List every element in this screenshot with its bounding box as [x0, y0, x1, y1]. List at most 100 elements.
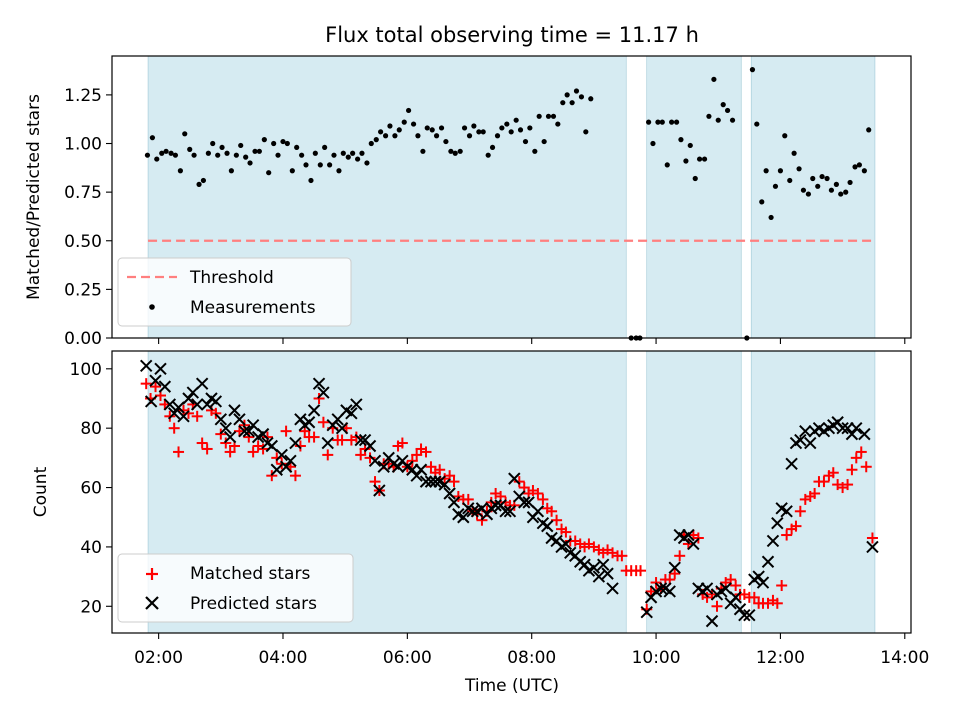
predicted-star-point-b: [368, 454, 382, 468]
predicted-star-point-b: [785, 457, 798, 471]
matched-star-point: [818, 476, 830, 488]
predicted-star-point-b: [756, 576, 770, 589]
measurement-point: [154, 156, 160, 162]
predicted-star-point: [139, 359, 153, 373]
matched-star-point: [827, 467, 839, 479]
measurement-point: [429, 127, 435, 133]
matched-star-point: [201, 443, 213, 455]
predicted-star-point: [531, 505, 545, 518]
predicted-star-point-b: [190, 398, 204, 411]
predicted-star-point-b: [265, 439, 279, 453]
measurements-legend-swatch: [149, 304, 155, 310]
measurement-point: [485, 152, 491, 158]
predicted-star-point: [182, 392, 195, 405]
predicted-star-point: [144, 395, 158, 408]
measurement-point: [312, 150, 318, 156]
predicted-star-point-b: [719, 582, 732, 595]
predicted-star-point-b: [350, 398, 363, 411]
measurement-point: [243, 154, 249, 160]
predicted-star-point-b: [214, 413, 228, 426]
predicted-star-point: [238, 424, 251, 438]
measurement-point: [560, 100, 566, 106]
matched-star-point: [551, 514, 563, 526]
bottom-x-tick-label: 02:00: [134, 648, 183, 668]
matched-star-point: [168, 422, 180, 434]
predicted-star-point-b: [340, 404, 353, 417]
measurement-point: [271, 140, 277, 147]
predicted-star-point-b: [668, 561, 681, 574]
predicted-star-point-b: [284, 454, 297, 468]
predicted-star-point-b: [794, 433, 807, 447]
predicted-star-point-b: [799, 424, 812, 438]
predicted-star-point-b: [640, 606, 653, 619]
measurement-point: [294, 144, 300, 151]
predicted-star-point: [597, 558, 610, 571]
matched-stars-legend-label: Matched stars: [190, 564, 310, 584]
bottom-legend: Matched stars Predicted stars: [117, 553, 354, 623]
matched-star-point: [616, 550, 628, 562]
predicted-star-point: [578, 558, 591, 571]
predicted-star-point: [317, 386, 330, 399]
measurement-point: [724, 107, 731, 114]
measurement-point: [457, 148, 463, 154]
bottom-y-axis-ticks: 20 40 60 80 100: [70, 360, 112, 617]
measurement-point: [833, 181, 839, 187]
matched-star-point: [771, 597, 783, 609]
measurement-point: [247, 160, 253, 166]
matched-star-point: [669, 568, 681, 580]
measurement-point: [569, 100, 575, 106]
predicted-star-point: [682, 528, 695, 542]
measurement-point: [327, 162, 333, 168]
bottom-panel-frame: [111, 350, 912, 634]
measurement-point: [494, 133, 501, 139]
measurement-point: [588, 96, 594, 102]
predicted-star-point-b: [410, 469, 423, 482]
predicted-star-point: [489, 499, 502, 512]
measurement-point: [715, 117, 721, 123]
matched-star-point: [247, 446, 259, 458]
measurement-point: [655, 119, 661, 125]
predicted-star-point-b: [242, 424, 256, 438]
measurement-point: [838, 191, 844, 197]
predicted-star-point: [195, 377, 209, 390]
measurement-point: [368, 140, 374, 147]
predicted-star-point: [256, 427, 270, 441]
predicted-star-point-b: [606, 582, 619, 595]
matched-star-point: [532, 487, 544, 499]
measurement-point: [768, 214, 774, 221]
measurement-point: [252, 148, 258, 154]
predicted-star-point: [640, 606, 653, 619]
measurement-point: [471, 123, 477, 129]
measurement-point: [499, 125, 505, 131]
measurement-point: [187, 146, 193, 152]
predicted-star-point-b: [302, 416, 316, 429]
measurement-point: [819, 173, 825, 180]
predicted-star-point: [228, 404, 241, 417]
predicted-star-point: [265, 439, 279, 453]
top-shaded-interval-3: [750, 55, 876, 339]
predicted-star-point: [794, 433, 807, 447]
predicted-star-point: [214, 413, 228, 426]
predicted-star-point-b: [738, 608, 751, 622]
measurement-point: [387, 123, 393, 129]
predicted-star-point-b: [307, 404, 321, 417]
measurement-point: [669, 119, 675, 125]
predicted-star-point: [858, 427, 871, 441]
matched-star-point: [420, 446, 432, 458]
measurement-point: [810, 175, 816, 182]
measurement-point: [815, 183, 821, 189]
predicted-star-point-b: [256, 427, 270, 441]
measurement-point: [646, 119, 652, 125]
predicted-star-point-b: [391, 460, 405, 473]
predicted-star-point: [321, 436, 334, 450]
predicted-star-point: [700, 582, 714, 595]
predicted-star-point: [190, 398, 204, 411]
measurement-point: [200, 177, 207, 184]
measurement-point: [532, 148, 538, 154]
bottom-y-tick-label: 20: [80, 597, 102, 617]
matched-star-point: [448, 476, 460, 488]
measurement-point: [340, 150, 346, 156]
predicted-star-point: [447, 496, 461, 509]
top-y-tick-label: 0.75: [64, 183, 102, 203]
